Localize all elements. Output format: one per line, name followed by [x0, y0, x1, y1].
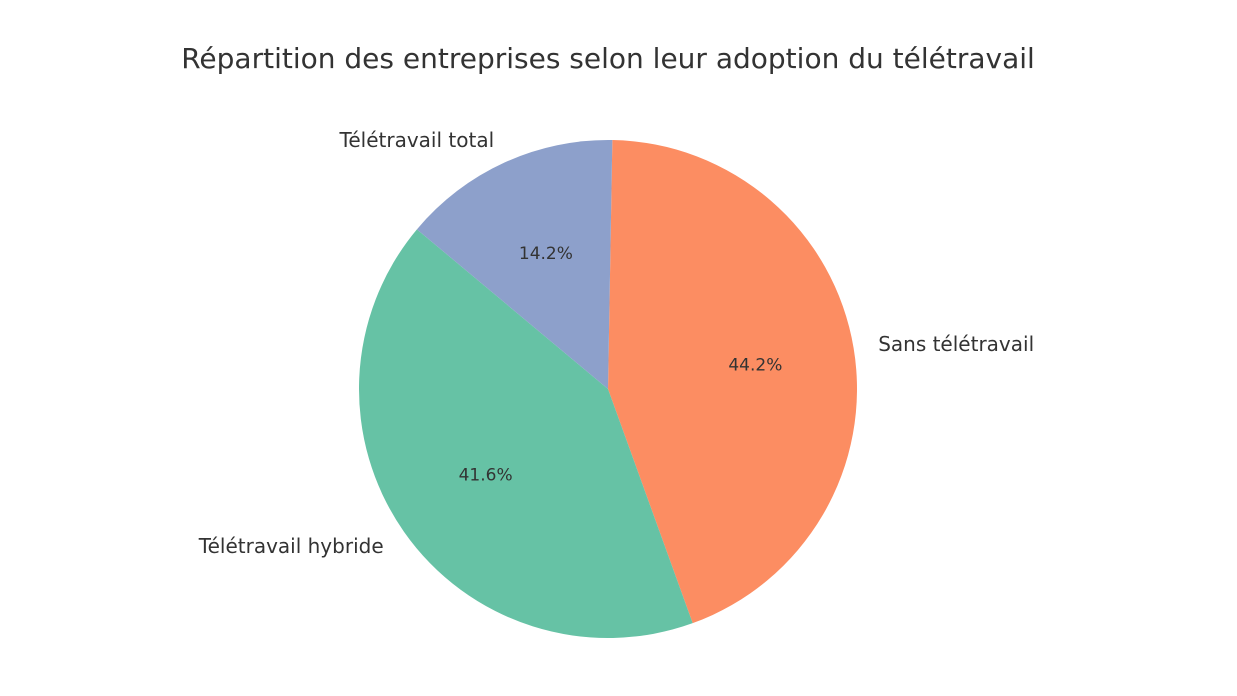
pie-slice-0 — [608, 140, 857, 624]
slice-percent-label: 14.2% — [519, 244, 573, 264]
chart-title: Répartition des entreprises selon leur a… — [181, 42, 1035, 75]
slice-label: Télétravail hybride — [198, 534, 384, 558]
pie-slice-1 — [359, 229, 693, 638]
slice-label: Télétravail total — [339, 128, 495, 152]
slice-label: Sans télétravail — [878, 332, 1034, 356]
pie-slice-2 — [416, 139, 613, 389]
slice-percent-label: 44.2% — [728, 355, 782, 375]
slice-percent-label: 41.6% — [459, 466, 513, 486]
